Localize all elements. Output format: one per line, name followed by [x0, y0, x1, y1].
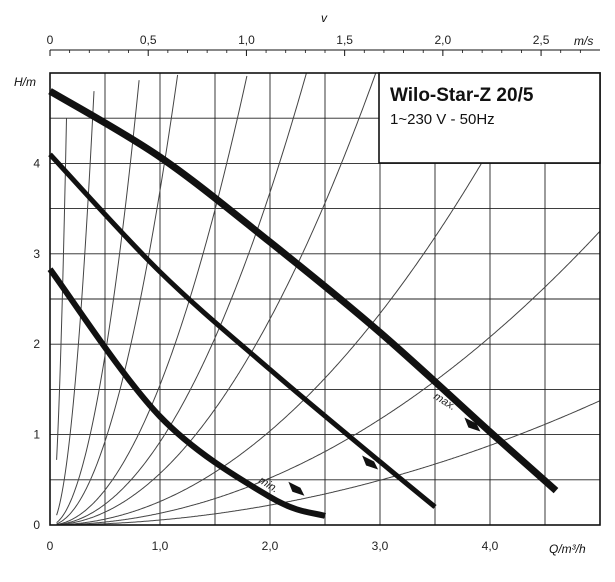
- system-curve: [56, 73, 377, 526]
- x-tick-label: 3,0: [372, 539, 389, 553]
- top-tick-label: 2,5: [533, 33, 550, 47]
- curve-marker: [288, 481, 305, 496]
- x-tick-label: 4,0: [482, 539, 499, 553]
- y-tick-label: 4: [33, 156, 40, 170]
- system-curve: [56, 73, 307, 526]
- system-curve: [56, 73, 533, 526]
- top-axis-unit: m/s: [574, 34, 593, 48]
- pump-curve-min: [47, 267, 326, 519]
- top-tick-label: 0,5: [140, 33, 157, 47]
- top-axis-label: v: [321, 11, 328, 25]
- curve-marker: [362, 455, 379, 470]
- y-axis-ticks: 0 1 2 3 4: [33, 156, 40, 532]
- title-box: Wilo-Star-Z 20/5 1~230 V - 50Hz: [378, 72, 601, 164]
- x-tick-label: 2,0: [262, 539, 279, 553]
- plot-frame: [49, 72, 601, 526]
- y-tick-label: 3: [33, 247, 40, 261]
- system-curve: [56, 74, 179, 525]
- pump-curve-mid: [48, 152, 437, 509]
- chart-title: Wilo-Star-Z 20/5: [390, 85, 534, 106]
- top-tick-label: 0: [47, 33, 54, 47]
- curve-markers: [288, 417, 481, 496]
- top-tick-label: 1,5: [336, 33, 353, 47]
- system-curve: [56, 80, 140, 523]
- y-tick-label: 2: [33, 337, 40, 351]
- chart-subtitle: 1~230 V - 50Hz: [390, 111, 495, 128]
- top-axis-ticks: 0 0,5 1,0 1,5 2,0 2,5: [47, 33, 581, 56]
- x-axis-label: Q/m³/h: [549, 542, 586, 556]
- x-axis-ticks: 0 1,0 2,0 3,0 4,0: [47, 539, 499, 553]
- system-curve: [56, 230, 601, 526]
- pump-curves: [47, 88, 559, 519]
- system-curve: [56, 400, 601, 526]
- x-tick-label: 0: [47, 539, 54, 553]
- top-tick-label: 1,0: [238, 33, 255, 47]
- y-tick-label: 0: [33, 518, 40, 532]
- top-tick-label: 2,0: [435, 33, 452, 47]
- y-axis-label: H/m: [14, 75, 36, 89]
- system-curve: [56, 91, 95, 516]
- x-tick-label: 1,0: [152, 539, 169, 553]
- pump-curve-max: [48, 88, 559, 494]
- y-tick-label: 1: [33, 428, 40, 442]
- curve-marker: [464, 417, 481, 432]
- system-curves: [56, 73, 601, 526]
- system-curve: [56, 118, 67, 460]
